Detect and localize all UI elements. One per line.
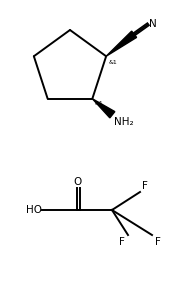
Text: &1: &1 <box>108 60 117 65</box>
Text: O: O <box>74 177 82 187</box>
Polygon shape <box>106 31 137 56</box>
Text: F: F <box>155 237 161 247</box>
Text: &1: &1 <box>94 101 103 106</box>
Text: NH₂: NH₂ <box>114 117 134 127</box>
Text: N: N <box>149 19 157 29</box>
Polygon shape <box>92 99 115 118</box>
Text: F: F <box>119 237 125 247</box>
Text: HO: HO <box>26 205 42 215</box>
Text: F: F <box>142 181 148 191</box>
